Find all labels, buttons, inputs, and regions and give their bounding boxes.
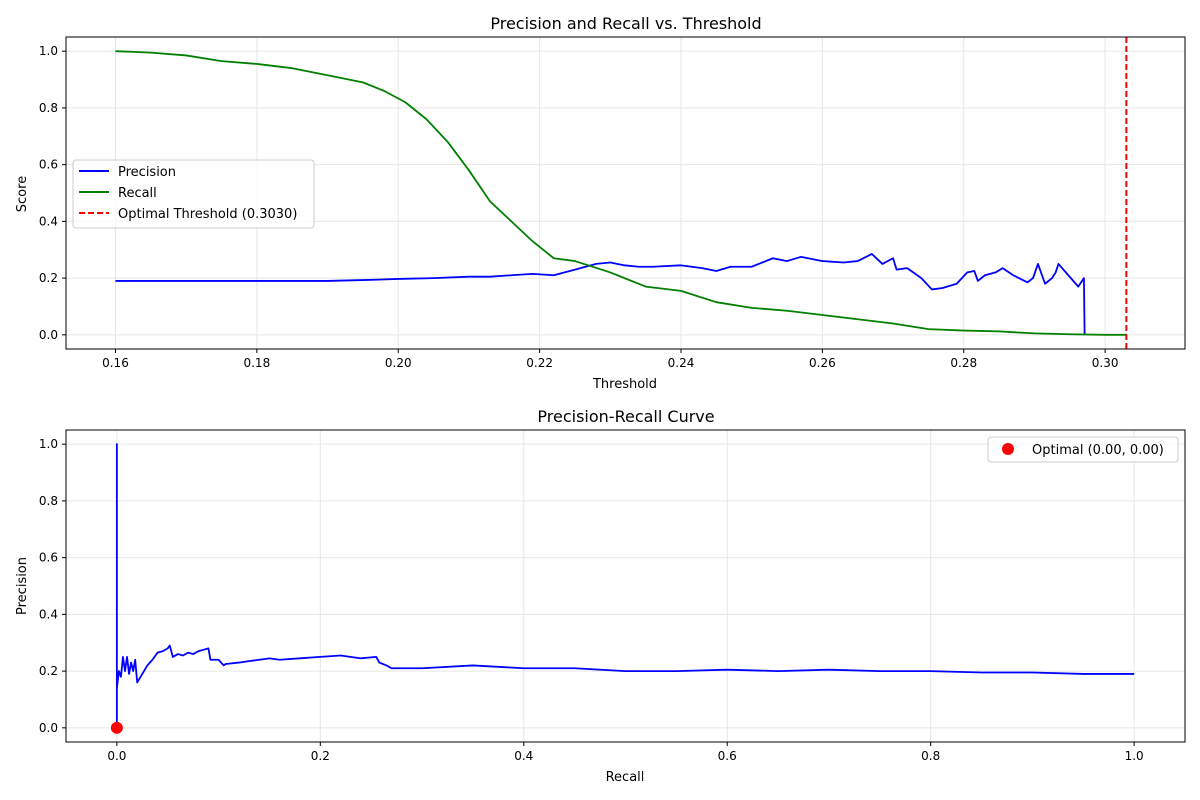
- legend-label-optimal-threshold: Optimal Threshold (0.3030): [118, 207, 297, 222]
- y-tick-label: 0.0: [39, 328, 58, 342]
- x-axis-label: Recall: [606, 770, 645, 785]
- legend: Precision Recall Optimal Threshold (0.30…: [72, 159, 315, 229]
- optimal-point-marker: [110, 721, 123, 734]
- x-tick-label: 0.2: [311, 749, 330, 763]
- x-tick-label: 0.22: [526, 356, 553, 370]
- x-tick-label: 0.0: [107, 749, 126, 763]
- x-tick-label: 0.24: [668, 356, 695, 370]
- plot-lines: [110, 443, 1135, 734]
- y-axis-label: Score: [15, 176, 30, 212]
- y-tick-label: 0.4: [39, 214, 58, 228]
- legend-box: [987, 436, 1179, 463]
- series-line-precision-recall: [115, 443, 1135, 728]
- x-tick-label: 0.30: [1092, 356, 1119, 370]
- x-tick-label: 0.18: [243, 356, 270, 370]
- plot-lines: [115, 37, 1128, 349]
- precision-recall-chart: Precision-Recall Curve 0.0 0.2 0.4 0.6 0.8 1.…: [15, 407, 1186, 785]
- chart-title: Precision-Recall Curve: [537, 407, 714, 426]
- series-line-recall: [115, 50, 1127, 336]
- x-tick-label: 0.6: [718, 749, 737, 763]
- x-tick-label: 0.26: [809, 356, 836, 370]
- legend-marker-optimal: [1002, 443, 1014, 455]
- tick-labels: 0.0 0.2 0.4 0.6 0.8 1.0 0.0 0.2 0.4 0.6 0.8 1.0: [39, 437, 1144, 763]
- y-tick-label: 0.2: [39, 664, 58, 678]
- tick-labels: 0.16 0.18 0.20 0.22 0.24 0.26 0.28 0.30 0.0 0.2 0.…: [39, 44, 1119, 370]
- legend-label-precision: Precision: [118, 165, 176, 180]
- plot-frame: [65, 36, 1186, 350]
- plot-frame: [65, 429, 1186, 743]
- y-tick-label: 1.0: [39, 437, 58, 451]
- y-tick-label: 0.4: [39, 607, 58, 621]
- legend-label-recall: Recall: [118, 186, 157, 201]
- y-tick-label: 0.2: [39, 271, 58, 285]
- x-tick-label: 1.0: [1125, 749, 1144, 763]
- x-axis-label: Threshold: [592, 377, 657, 392]
- grid: [66, 430, 1185, 742]
- series-line-precision: [115, 253, 1086, 335]
- y-axis-label: Precision: [15, 557, 30, 615]
- chart-title: Precision and Recall vs. Threshold: [490, 14, 761, 33]
- legend-label-optimal: Optimal (0.00, 0.00): [1032, 443, 1164, 458]
- x-tick-label: 0.4: [514, 749, 533, 763]
- threshold-chart: Precision and Recall vs. Threshold 0.16 0…: [15, 14, 1186, 392]
- legend: Optimal (0.00, 0.00): [987, 436, 1179, 463]
- y-tick-label: 0.6: [39, 551, 58, 565]
- y-tick-label: 1.0: [39, 44, 58, 58]
- y-tick-label: 0.8: [39, 494, 58, 508]
- x-tick-label: 0.16: [102, 356, 129, 370]
- legend-box: [72, 159, 315, 229]
- x-tick-label: 0.20: [385, 356, 412, 370]
- y-tick-label: 0.6: [39, 158, 58, 172]
- x-tick-label: 0.28: [950, 356, 977, 370]
- x-tick-label: 0.8: [921, 749, 940, 763]
- y-tick-label: 0.8: [39, 101, 58, 115]
- y-tick-label: 0.0: [39, 721, 58, 735]
